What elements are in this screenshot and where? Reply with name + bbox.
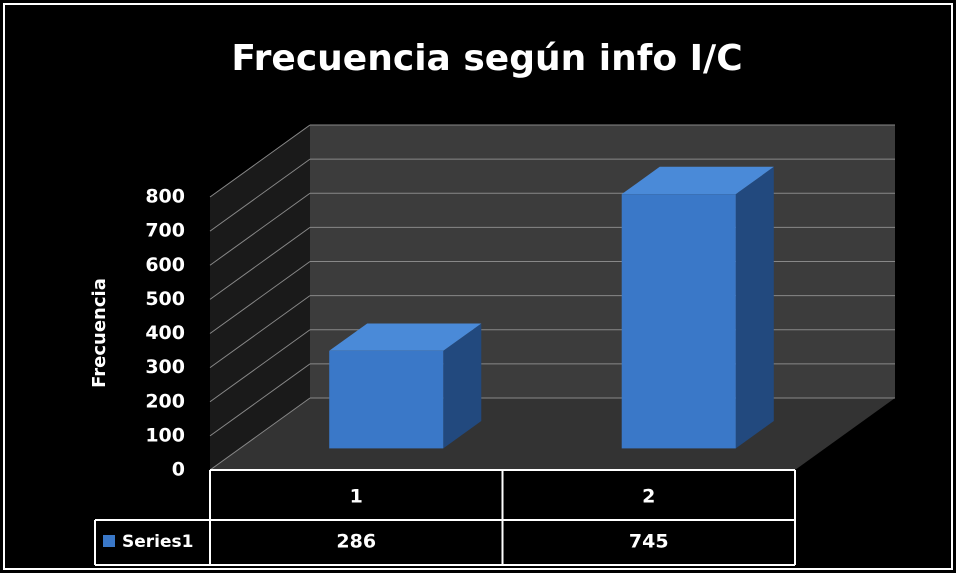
grid-line (209, 397, 311, 471)
grid-line (209, 192, 311, 266)
grid-line (209, 363, 311, 437)
grid-line (209, 329, 311, 403)
bar-top (621, 166, 774, 195)
y-tick-label: 100 (145, 424, 185, 446)
grid-line (209, 158, 311, 232)
table-value: 745 (629, 531, 669, 553)
bar-top (329, 323, 482, 351)
y-tick-label: 0 (172, 459, 185, 481)
legend-key (103, 535, 115, 547)
bar (329, 350, 444, 449)
table-value: 286 (336, 531, 376, 553)
legend-label: Series1 (122, 532, 193, 552)
bar (621, 194, 736, 449)
x-tick-label: 2 (642, 486, 655, 508)
y-tick-label: 700 (145, 220, 185, 242)
y-tick-label: 600 (145, 254, 185, 276)
grid-line (209, 226, 311, 300)
chart-title: Frecuencia según info I/C (231, 38, 742, 79)
grid-line (209, 124, 311, 198)
grid-line (209, 295, 311, 369)
y-tick-label: 800 (145, 186, 185, 208)
bar-side (443, 323, 482, 449)
y-tick-label: 300 (145, 356, 185, 378)
grid-line (209, 261, 311, 334)
y-tick-label: 200 (145, 390, 185, 412)
floor (210, 398, 895, 470)
y-tick-label: 500 (145, 288, 185, 310)
x-tick-label: 1 (350, 486, 363, 508)
y-tick-label: 400 (145, 322, 185, 344)
bar-side (735, 166, 774, 449)
y-axis-label: Frecuencia (89, 278, 110, 388)
